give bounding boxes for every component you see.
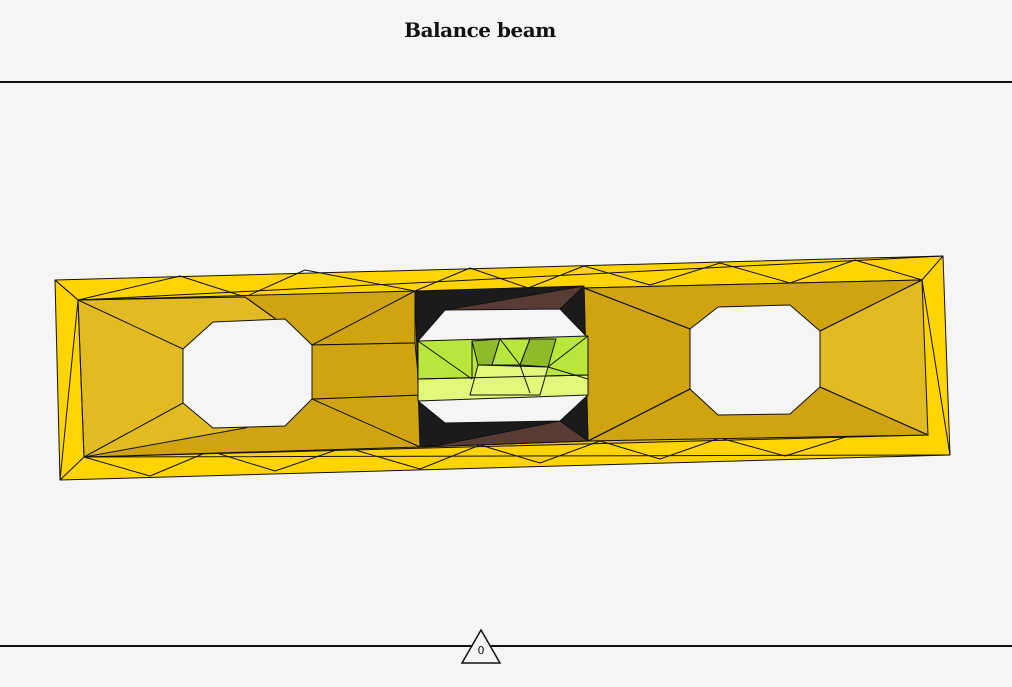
left-panel-mid xyxy=(311,342,421,400)
right-hole xyxy=(689,304,821,416)
counter-value: 0 xyxy=(477,644,485,657)
header-bar: Balance beam xyxy=(0,0,1012,83)
game-stage[interactable] xyxy=(0,83,1012,645)
bubble xyxy=(417,335,589,402)
vial-bottom-brown xyxy=(419,420,589,448)
spirit-level xyxy=(54,255,951,481)
triangle-icon xyxy=(460,628,502,664)
footer-divider xyxy=(0,645,1012,647)
page-title: Balance beam xyxy=(404,18,556,42)
score-counter[interactable]: 0 xyxy=(460,628,502,666)
left-hole xyxy=(182,318,313,429)
spirit-level-canvas[interactable] xyxy=(0,83,1012,645)
